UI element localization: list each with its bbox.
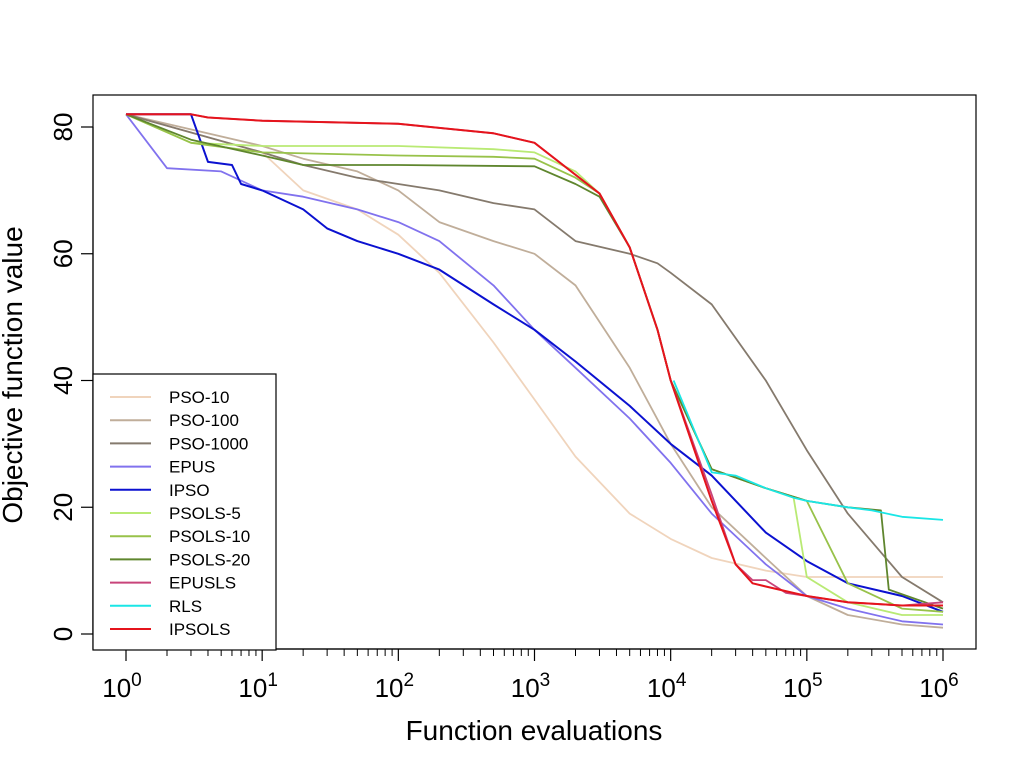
y-tick-label: 20 — [48, 493, 78, 522]
x-tick-label: 101 — [238, 670, 278, 703]
series-line-ipso — [126, 113, 944, 613]
series-line-ipsols — [126, 113, 943, 607]
y-tick-label: 80 — [48, 113, 78, 142]
legend-label: IPSOLS — [169, 620, 230, 639]
legend-label: PSOLS-5 — [169, 504, 241, 523]
x-tick-label: 100 — [102, 670, 142, 703]
legend: PSO-10 PSO-100 PSO-1000 EPUS IPSO PSOLS-5 PSOL… — [92, 373, 277, 651]
x-tick-label: 104 — [647, 670, 687, 703]
x-axis-title: Function evaluations — [406, 715, 663, 746]
series-line-pso-10 — [125, 113, 943, 578]
legend-label: PSOLS-10 — [169, 527, 250, 546]
series-line-rls — [672, 380, 944, 521]
y-axis-title: Objective function value — [0, 226, 28, 523]
legend-label: EPUS — [169, 458, 215, 477]
series-layer — [125, 113, 944, 629]
y-tick-label: 40 — [48, 366, 78, 395]
y-tick-label: 60 — [48, 239, 78, 268]
y-tick-label: 0 — [48, 627, 78, 641]
legend-label: EPUSLS — [169, 574, 236, 593]
series-line-pso-1000 — [125, 113, 944, 604]
x-tick-label: 102 — [375, 670, 415, 703]
legend-label: PSO-100 — [169, 411, 239, 430]
legend-label: PSO-10 — [169, 388, 229, 407]
x-tick-label: 106 — [919, 670, 959, 703]
legend-label: PSOLS-20 — [169, 550, 250, 569]
legend-label: RLS — [169, 597, 202, 616]
x-tick-label: 103 — [511, 670, 551, 703]
legend-label: IPSO — [169, 481, 210, 500]
series-line-pso-100 — [125, 113, 944, 629]
legend-label: PSO-1000 — [169, 434, 248, 453]
x-tick-label: 105 — [783, 670, 823, 703]
